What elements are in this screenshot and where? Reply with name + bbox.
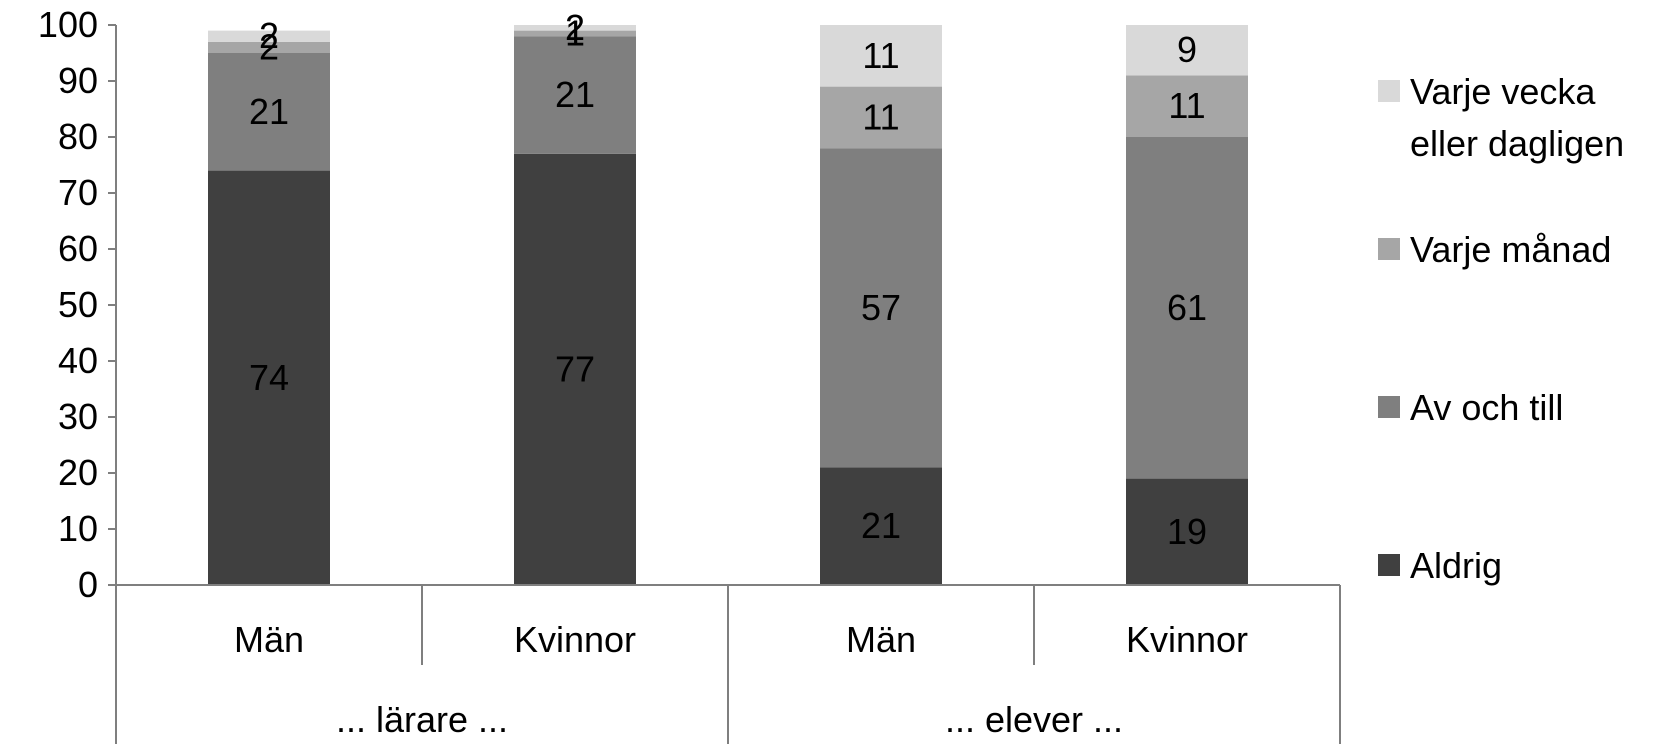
bar-segment: [208, 30, 330, 42]
y-tick-label: 20: [58, 452, 98, 493]
bar-segment: [208, 41, 330, 53]
bar-segment: [820, 148, 942, 468]
data-label: 11: [862, 35, 899, 76]
legend-swatch: [1378, 396, 1400, 418]
legend-label: Varje månad: [1410, 229, 1611, 270]
bar-segment: [208, 170, 330, 585]
legend-label: eller dagligen: [1410, 123, 1624, 164]
x-category-label: Kvinnor: [514, 619, 636, 660]
data-label: 1: [565, 12, 585, 53]
data-label: 21: [555, 74, 595, 115]
y-axis: 0 10 20 30 40 50 60 70 80 90 100: [38, 4, 117, 605]
legend-label: Aldrig: [1410, 545, 1502, 586]
data-label: 77: [555, 348, 595, 389]
data-label: 9: [1177, 29, 1197, 70]
bar-segment: [1126, 478, 1248, 585]
data-label: 2: [565, 7, 585, 48]
x-group-label: ... lärare ...: [336, 699, 508, 740]
bar-segment: [820, 467, 942, 585]
legend: Varje vecka eller dagligen Varje månad Av o…: [1378, 71, 1624, 586]
bar-segment: [1126, 75, 1248, 137]
y-tick-label: 70: [58, 172, 98, 213]
data-label: 2: [259, 26, 279, 67]
bars: [208, 25, 1248, 586]
y-tick-label: 30: [58, 396, 98, 437]
data-label: 19: [1167, 511, 1207, 552]
y-tick-label: 40: [58, 340, 98, 381]
x-category-label: Kvinnor: [1126, 619, 1248, 660]
data-label: 2: [259, 15, 279, 56]
y-tick-label: 90: [58, 60, 98, 101]
legend-label: Varje vecka: [1410, 71, 1596, 112]
bar-segment: [514, 30, 636, 37]
bar-segment: [514, 25, 636, 31]
bar-segment: [820, 86, 942, 149]
legend-swatch: [1378, 554, 1400, 576]
bar-segment: [514, 36, 636, 154]
data-label: 11: [1168, 85, 1205, 126]
x-axis: Män Kvinnor Män Kvinnor... lärare ...... el…: [115, 584, 1341, 744]
data-label: 61: [1167, 287, 1207, 328]
bar-segment: [820, 25, 942, 87]
y-tick-label: 50: [58, 284, 98, 325]
y-tick-label: 0: [78, 564, 98, 605]
y-tick-label: 60: [58, 228, 98, 269]
legend-label: Av och till: [1410, 387, 1563, 428]
data-label: 21: [249, 91, 289, 132]
y-tick-label: 80: [58, 116, 98, 157]
y-tick-label: 100: [38, 4, 98, 45]
data-label: 74: [249, 357, 289, 398]
bar-segment: [208, 53, 330, 171]
bar-segment: [514, 153, 636, 586]
data-label: 57: [861, 287, 901, 328]
x-category-label: Män: [234, 619, 304, 660]
y-tick-label: 10: [58, 508, 98, 549]
x-group-label: ... elever ...: [945, 699, 1123, 740]
bar-segment: [1126, 25, 1248, 76]
legend-swatch: [1378, 238, 1400, 260]
bar-segment: [1126, 137, 1248, 479]
x-category-label: Män: [846, 619, 916, 660]
data-label: 21: [861, 505, 901, 546]
legend-swatch: [1378, 80, 1400, 102]
data-label: 11: [862, 96, 899, 137]
